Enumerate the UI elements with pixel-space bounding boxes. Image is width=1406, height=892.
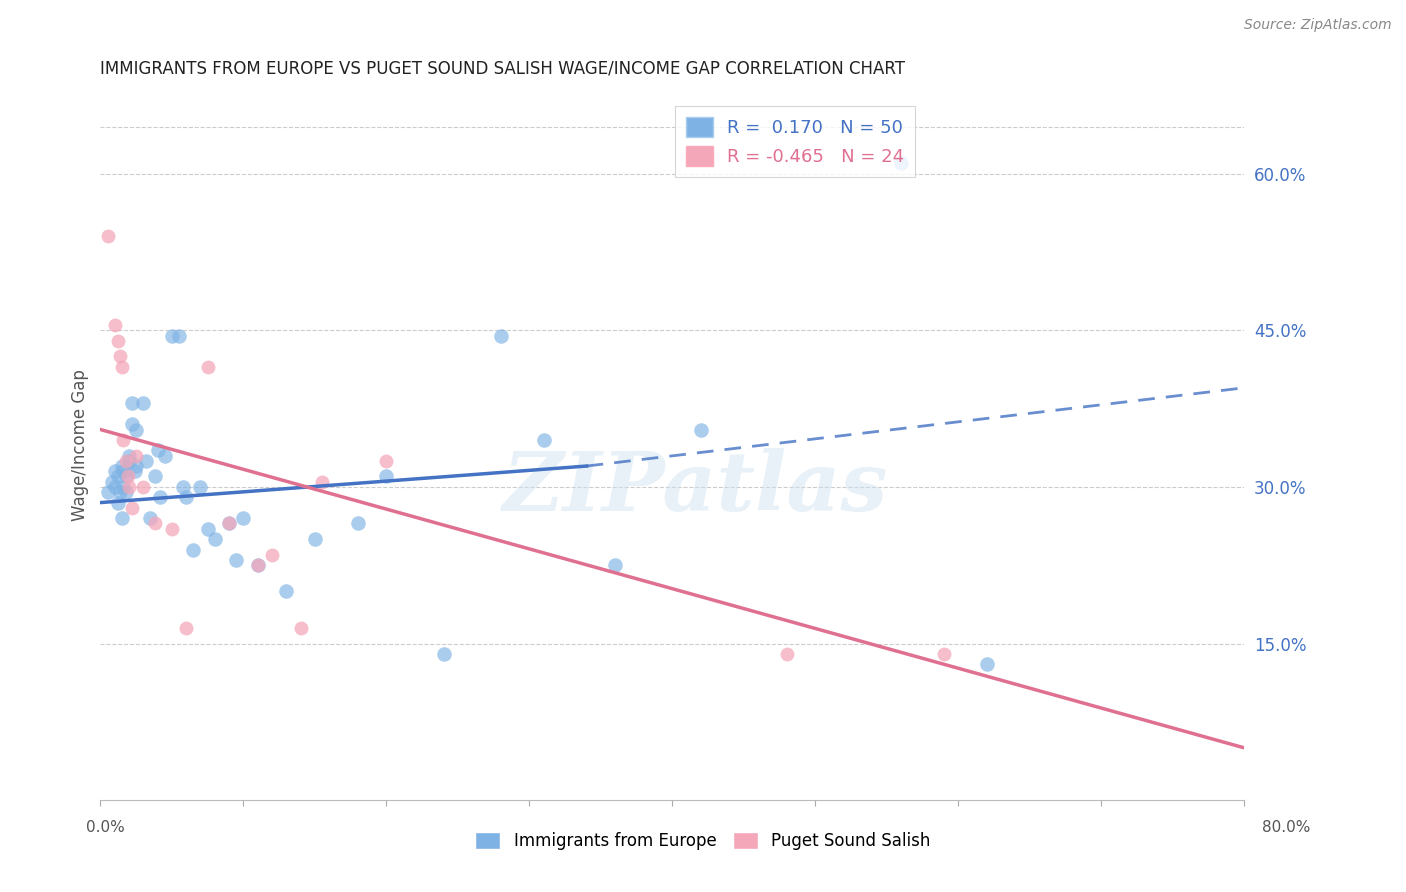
Text: IMMIGRANTS FROM EUROPE VS PUGET SOUND SALISH WAGE/INCOME GAP CORRELATION CHART: IMMIGRANTS FROM EUROPE VS PUGET SOUND SA… <box>100 60 905 78</box>
Legend: Immigrants from Europe, Puget Sound Salish: Immigrants from Europe, Puget Sound Sali… <box>468 825 938 857</box>
Text: 0.0%: 0.0% <box>86 821 125 835</box>
Point <box>121 500 143 515</box>
Point <box>96 229 118 244</box>
Point <box>107 334 129 348</box>
Point <box>112 480 135 494</box>
Point <box>218 516 240 531</box>
Point <box>110 350 132 364</box>
Point <box>204 532 226 546</box>
Point <box>432 647 454 661</box>
Point <box>167 328 190 343</box>
Point <box>111 458 134 473</box>
Point <box>232 511 254 525</box>
Point <box>111 359 134 374</box>
Point <box>246 558 269 573</box>
Point <box>197 522 219 536</box>
Point <box>112 433 135 447</box>
Point <box>346 516 368 531</box>
Point <box>104 318 127 332</box>
Point <box>174 491 197 505</box>
Point <box>932 647 955 661</box>
Point <box>304 532 326 546</box>
Point <box>489 328 512 343</box>
Point <box>290 621 312 635</box>
Point <box>149 491 172 505</box>
Point <box>172 480 194 494</box>
Point <box>976 657 998 672</box>
Point <box>143 469 166 483</box>
Point <box>115 469 138 483</box>
Point <box>139 511 162 525</box>
Point <box>197 359 219 374</box>
Y-axis label: Wage/Income Gap: Wage/Income Gap <box>72 369 89 521</box>
Point <box>160 522 183 536</box>
Point <box>101 475 124 489</box>
Point <box>118 449 141 463</box>
Point <box>112 464 135 478</box>
Point <box>124 464 146 478</box>
Point <box>117 469 139 483</box>
Point <box>218 516 240 531</box>
Point <box>605 558 627 573</box>
Point <box>107 469 129 483</box>
Point <box>776 647 799 661</box>
Point <box>375 454 398 468</box>
Point <box>132 480 155 494</box>
Point <box>135 454 157 468</box>
Point <box>276 584 298 599</box>
Point <box>132 396 155 410</box>
Point <box>375 469 398 483</box>
Text: ZIPatlas: ZIPatlas <box>502 448 889 528</box>
Point <box>121 417 143 432</box>
Point <box>125 423 148 437</box>
Point <box>690 423 713 437</box>
Point <box>225 553 247 567</box>
Point <box>153 449 176 463</box>
Point <box>104 480 127 494</box>
Text: 80.0%: 80.0% <box>1263 821 1310 835</box>
Point <box>160 328 183 343</box>
Point <box>260 548 283 562</box>
Point <box>246 558 269 573</box>
Point <box>118 480 141 494</box>
Legend: R =  0.170   N = 50, R = -0.465   N = 24: R = 0.170 N = 50, R = -0.465 N = 24 <box>675 106 915 177</box>
Point <box>107 495 129 509</box>
Point <box>125 449 148 463</box>
Point <box>118 454 141 468</box>
Point <box>125 458 148 473</box>
Point <box>533 433 555 447</box>
Point <box>190 480 212 494</box>
Point <box>96 485 118 500</box>
Point <box>110 485 132 500</box>
Text: Source: ZipAtlas.com: Source: ZipAtlas.com <box>1244 18 1392 32</box>
Point <box>104 464 127 478</box>
Point <box>890 156 912 170</box>
Point <box>111 511 134 525</box>
Point <box>146 443 169 458</box>
Point <box>115 454 138 468</box>
Point <box>121 396 143 410</box>
Point <box>181 542 204 557</box>
Point <box>311 475 333 489</box>
Point <box>115 485 138 500</box>
Point <box>174 621 197 635</box>
Point <box>143 516 166 531</box>
